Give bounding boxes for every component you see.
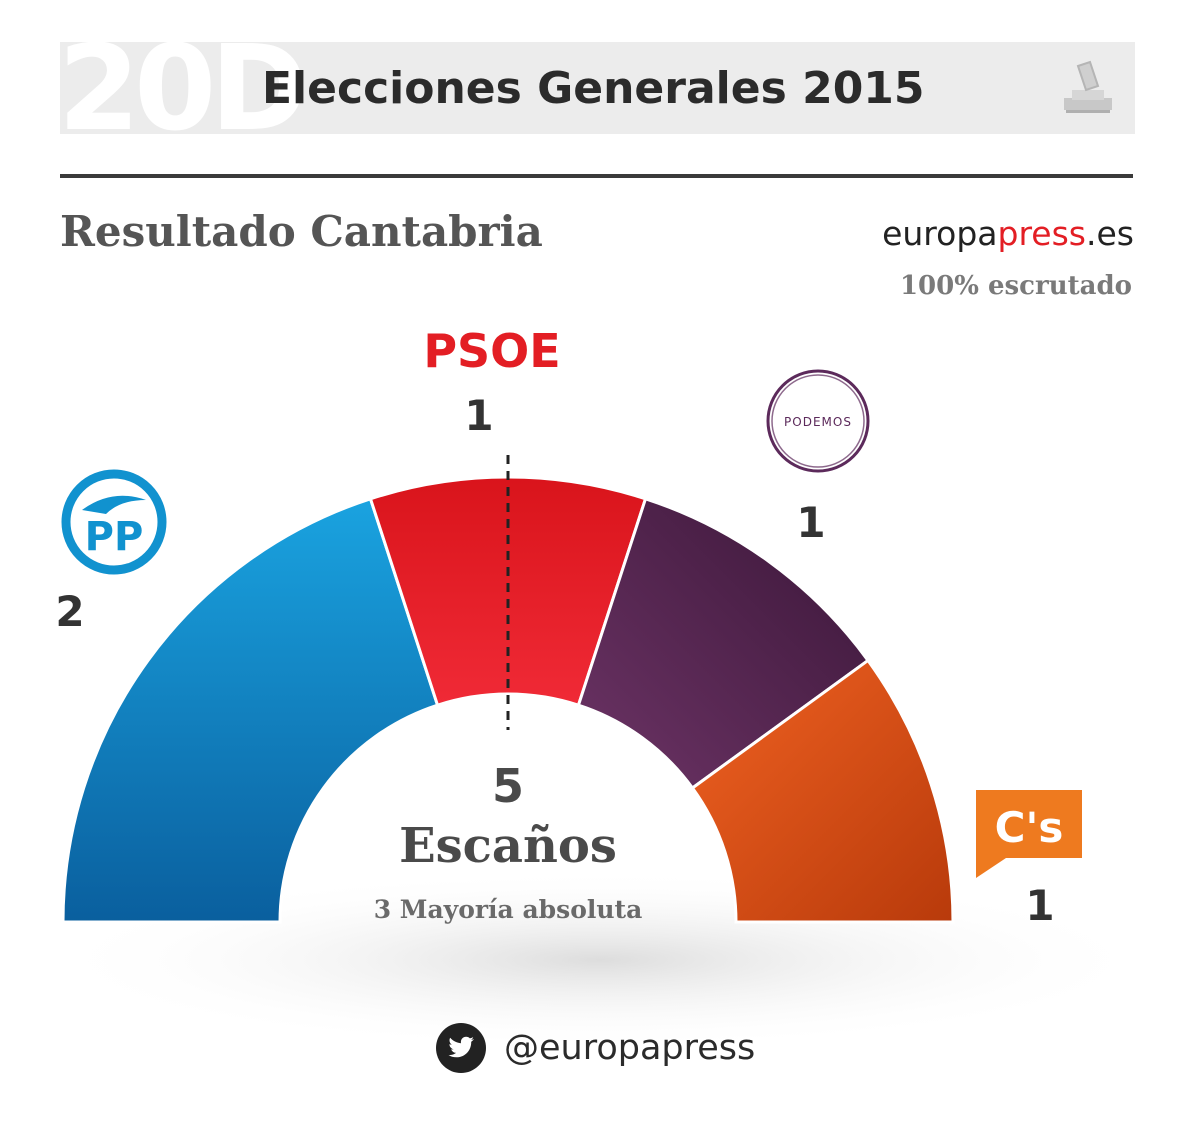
- scrutiny-status: 100% escrutado: [899, 271, 1132, 301]
- elections-logo: 20D: [58, 22, 308, 134]
- header-band: [60, 42, 1135, 134]
- page-title: Elecciones Generales 2015: [262, 63, 925, 114]
- seat-segment-pp: [61, 496, 440, 924]
- pp-logo-icon: PP: [61, 469, 167, 575]
- region-title: Resultado Cantabria: [60, 207, 543, 256]
- seat-segment-cs: [690, 658, 955, 924]
- svg-text:PODEMOS: PODEMOS: [784, 415, 852, 429]
- twitter-credit: @europapress: [436, 1022, 755, 1074]
- cs-logo-icon: C's: [976, 790, 1082, 878]
- ballot-box-icon: [1064, 60, 1112, 113]
- seat-count-pp: 2: [55, 587, 84, 636]
- podemos-logo-icon: PODEMOS: [766, 369, 870, 473]
- svg-text:PP: PP: [85, 514, 144, 560]
- header-divider: [60, 174, 1133, 178]
- psoe-logo-label: PSOE: [423, 324, 560, 378]
- brand-logo: europapress.es: [882, 214, 1134, 253]
- twitter-icon: [436, 1023, 486, 1073]
- seat-count-cs: 1: [1025, 881, 1054, 930]
- seat-count-psoe: 1: [464, 391, 493, 440]
- twitter-handle: @europapress: [504, 1028, 756, 1068]
- total-seats-label: Escaños: [399, 818, 617, 874]
- svg-text:C's: C's: [995, 803, 1064, 852]
- majority-label: 3 Mayoría absoluta: [374, 895, 643, 924]
- total-seats-value: 5: [492, 759, 524, 813]
- seat-count-podemos: 1: [796, 498, 825, 547]
